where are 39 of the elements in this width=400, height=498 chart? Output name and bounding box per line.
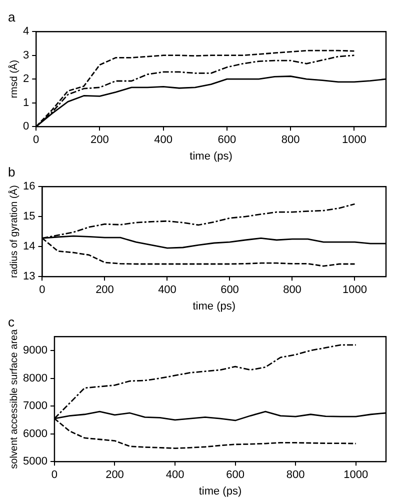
y-tick-label: 3: [22, 49, 30, 62]
x-tick-label: 600: [218, 134, 236, 146]
x-tick-label: 1000: [342, 284, 367, 296]
y-tick-label: 13: [22, 270, 36, 283]
x-tick-label: 400: [154, 134, 173, 146]
y-tick-label: 4: [22, 26, 30, 38]
y-tick-label: 5000: [22, 456, 48, 468]
y-tick-label: 16: [22, 180, 36, 193]
y-tick-label: 7000: [22, 400, 48, 412]
x-tick-label: 200: [96, 284, 114, 296]
x-tick-label: 800: [281, 134, 300, 146]
x-axis-title: time (ps): [190, 150, 232, 162]
y-tick-label: 2: [22, 73, 30, 86]
x-tick-label: 800: [286, 469, 305, 482]
x-tick-label: 200: [90, 134, 109, 146]
x-tick-label: 400: [158, 284, 176, 296]
x-tick-label: 800: [283, 284, 302, 296]
y-tick-label: 15: [22, 210, 36, 223]
x-tick-label: 400: [166, 469, 184, 482]
y-tick-label: 14: [22, 240, 36, 253]
x-tick-label: 1000: [344, 469, 368, 482]
y-axis-title: rmsd (Å): [8, 60, 20, 98]
chart-title: a: [8, 9, 16, 24]
y-tick-label: 6000: [22, 428, 48, 440]
y-tick-label: 9000: [22, 344, 48, 357]
x-tick-label: 0: [51, 469, 58, 482]
x-tick-label: 600: [226, 469, 244, 482]
chart-title: c: [8, 314, 15, 330]
x-tick-label: 200: [106, 469, 124, 482]
y-axis-title: solvent accessible surface area: [8, 328, 20, 469]
y-tick-label: 0: [22, 120, 30, 133]
y-tick-label: 1: [22, 96, 30, 109]
x-tick-label: 1000: [342, 134, 366, 146]
x-axis-title: time (ps): [192, 300, 236, 312]
y-tick-label: 8000: [22, 372, 48, 384]
x-tick-label: 600: [220, 284, 239, 296]
y-axis-title: radius of gyration (Å): [8, 185, 20, 278]
x-axis-title: time (ps): [198, 485, 242, 498]
chart-title: b: [8, 164, 16, 180]
